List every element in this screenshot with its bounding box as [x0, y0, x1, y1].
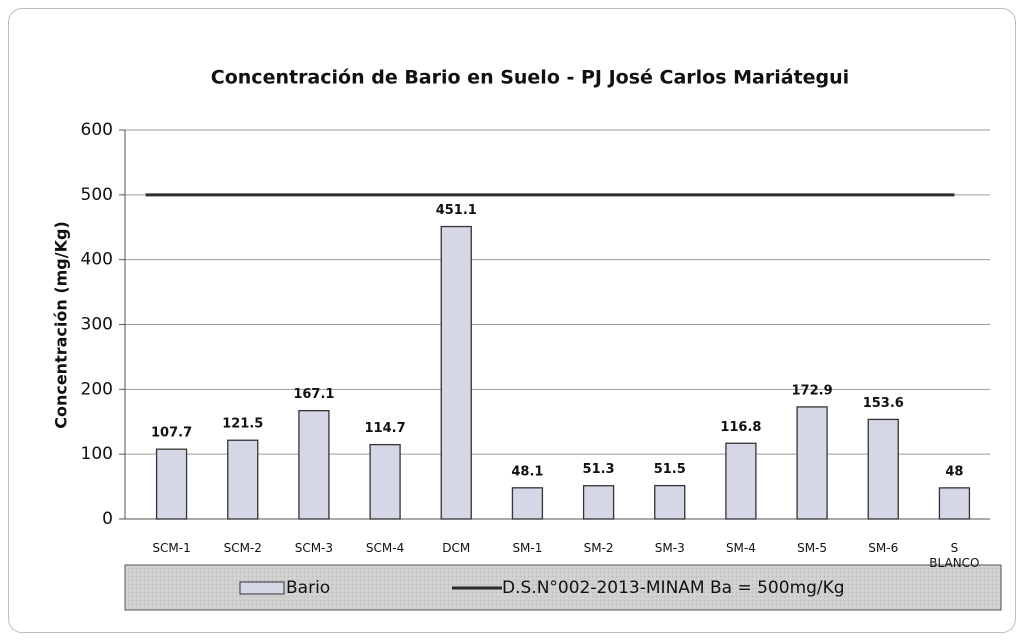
y-tick-label: 600 [81, 120, 113, 140]
data-label: 51.3 [583, 462, 615, 477]
data-label: 153.6 [863, 396, 904, 411]
y-tick-label: 100 [81, 444, 113, 464]
x-tick-label: SM-1 [512, 541, 543, 555]
bar [938, 487, 971, 520]
bar [654, 484, 686, 520]
bar [725, 442, 757, 520]
bar [511, 487, 544, 520]
data-label: 107.7 [151, 426, 192, 441]
x-tick-label: SM-3 [654, 541, 685, 555]
y-tick-label: 0 [102, 509, 113, 529]
x-tick-label: SCM-4 [365, 541, 405, 555]
legend-swatch [239, 581, 285, 595]
bar [227, 439, 259, 520]
chart-frame [8, 8, 1016, 633]
data-label: 167.1 [293, 387, 334, 402]
legend-label: D.S.N°002-2013-MINAM Ba = 500mg/Kg [502, 578, 845, 598]
x-tick-label: SM-2 [583, 541, 614, 555]
data-label: 172.9 [792, 383, 833, 398]
x-tick-label: DCM [442, 541, 471, 555]
data-label: 48.1 [511, 464, 543, 479]
y-tick-label: 400 [81, 250, 113, 270]
bar [369, 443, 401, 520]
y-tick-label: 500 [81, 185, 113, 205]
bar [440, 225, 472, 520]
x-tick-label: SCM-1 [152, 541, 191, 555]
bar [796, 406, 828, 520]
x-tick-label: SM-6 [868, 541, 899, 555]
data-label: 116.8 [720, 420, 761, 435]
x-tick-label: SM-4 [725, 541, 756, 555]
x-tick-label: S BLANCO [929, 541, 980, 570]
bar [298, 410, 330, 520]
bar [867, 418, 899, 520]
x-tick-label: SCM-3 [294, 541, 334, 555]
bar [582, 485, 615, 520]
data-label: 48 [945, 464, 963, 479]
data-label: 51.5 [654, 462, 686, 477]
data-label: 114.7 [365, 421, 406, 436]
y-axis-label: Concentración (mg/Kg) [52, 221, 71, 429]
y-tick-label: 200 [81, 379, 113, 399]
legend-label: Bario [286, 578, 330, 598]
y-tick-label: 300 [81, 315, 113, 335]
data-label: 451.1 [436, 203, 477, 218]
x-tick-label: SM-5 [797, 541, 828, 555]
bar [155, 448, 188, 520]
data-label: 121.5 [222, 417, 263, 432]
x-tick-label: SCM-2 [223, 541, 262, 555]
chart-title: Concentración de Bario en Suelo - PJ Jos… [211, 67, 849, 89]
